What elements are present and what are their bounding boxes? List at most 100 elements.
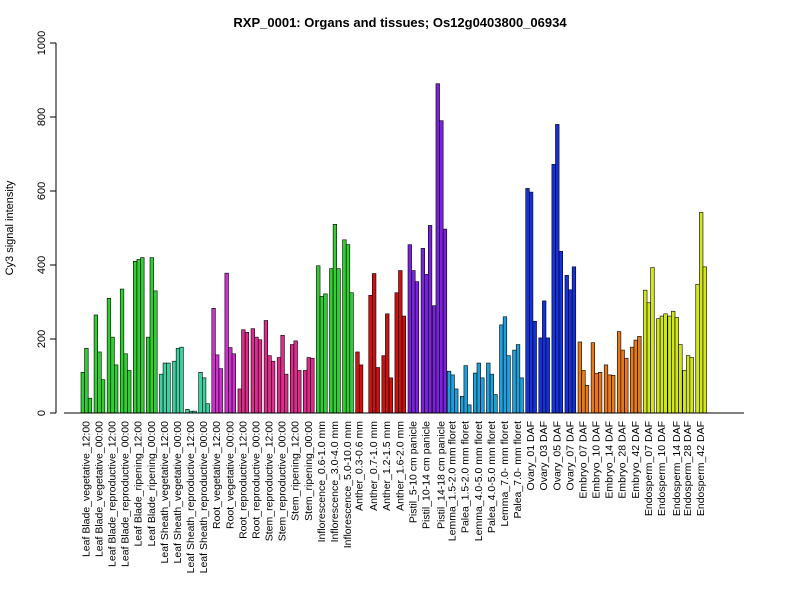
- x-tick-label: Embryo_14 DAF: [604, 421, 616, 499]
- bar: [435, 83, 440, 414]
- bar: [463, 365, 468, 414]
- bar: [499, 324, 504, 414]
- bar: [450, 374, 455, 414]
- bar: [682, 370, 687, 414]
- bar: [127, 370, 132, 414]
- x-tick-label: Palea_4.0-5.0 mm floret: [486, 421, 498, 533]
- bar: [289, 344, 295, 414]
- bar: [633, 339, 638, 414]
- bar: [228, 347, 233, 414]
- bar: [603, 364, 609, 414]
- bar: [519, 377, 524, 414]
- x-tick-label: Leaf Sheath_reproductive_12:00: [185, 421, 197, 574]
- x-tick-label: Lemma_1.5-2.0 mm floret: [447, 421, 459, 541]
- x-tick-label: Leaf Sheath_vegetative_12:00: [159, 421, 171, 564]
- bar: [293, 340, 298, 414]
- bar: [202, 377, 207, 414]
- bar: [153, 290, 158, 414]
- bar: [584, 384, 590, 414]
- bar: [97, 351, 102, 414]
- bar: [336, 268, 341, 414]
- bar: [616, 331, 622, 414]
- x-tick-label: Embryo_07 DAF: [577, 421, 589, 499]
- bar: [162, 362, 167, 414]
- x-tick-label: Leaf Blade_ripening_12:00: [133, 421, 145, 547]
- bar: [493, 394, 498, 414]
- x-tick-label: Anther_0.7-1.0 mm: [368, 421, 380, 511]
- bar: [372, 273, 377, 414]
- x-tick-label: Embryo_28 DAF: [617, 421, 629, 499]
- bar: [678, 344, 683, 414]
- y-tick-label: 200: [36, 330, 48, 348]
- bar: [620, 349, 625, 414]
- bar: [185, 408, 190, 414]
- bar: [650, 267, 655, 414]
- bar: [401, 315, 407, 414]
- bar: [594, 373, 599, 414]
- bar: [385, 313, 390, 414]
- x-tick-label: Inflorescence_5.0-10.0 mm: [342, 421, 354, 548]
- bar: [319, 296, 324, 414]
- bar: [558, 251, 563, 414]
- x-tick-label: Endosperm_28 DAF: [682, 421, 694, 516]
- bar: [123, 353, 128, 414]
- bar: [667, 315, 672, 414]
- bar: [476, 362, 481, 414]
- x-tick-label: Pistil_5-10 cm panicle: [407, 421, 419, 523]
- bar: [646, 302, 651, 414]
- x-tick-label: Embryo_42 DAF: [630, 421, 642, 499]
- bar: [244, 332, 250, 414]
- bar: [637, 336, 642, 414]
- bar: [571, 266, 577, 414]
- y-tick-label: 800: [36, 108, 48, 126]
- bar: [316, 265, 321, 414]
- bar: [674, 317, 679, 414]
- bar: [84, 347, 89, 414]
- bar: [590, 342, 596, 414]
- bar: [506, 355, 511, 414]
- bar: [303, 370, 308, 414]
- x-tick-label: Endosperm_07 DAF: [643, 421, 655, 516]
- bar: [442, 228, 448, 414]
- bar: [231, 353, 236, 414]
- x-tick-label: Pistil_10-14 cm panicle: [420, 421, 432, 529]
- bar: [659, 315, 665, 414]
- bar: [323, 293, 328, 414]
- bar: [257, 339, 263, 414]
- x-tick-label: Inflorescence_0.6-1.0 mm: [316, 421, 328, 543]
- x-tick-label: Ovary_01 DAF: [525, 421, 537, 490]
- bar: [224, 272, 229, 414]
- bar: [407, 244, 412, 414]
- bar: [205, 403, 210, 414]
- bar: [699, 212, 704, 414]
- bar: [140, 257, 145, 414]
- y-axis: 0 200 400 600 800 1000: [36, 31, 57, 416]
- x-tick-label: Palea_7.0- mm floret: [512, 421, 524, 519]
- bar: [284, 373, 289, 414]
- y-tick-label: 600: [36, 182, 48, 200]
- bar: [237, 388, 242, 414]
- bar: [689, 357, 694, 414]
- bar: [93, 314, 98, 414]
- bar: [515, 344, 521, 414]
- bar: [241, 329, 246, 414]
- bar: [368, 295, 373, 414]
- bar: [489, 373, 494, 414]
- bar: [114, 364, 119, 414]
- bar: [358, 364, 364, 414]
- bar: [598, 371, 603, 414]
- bar: [215, 354, 220, 414]
- bar: [656, 318, 661, 414]
- bar: [276, 357, 282, 414]
- bar: [532, 320, 537, 414]
- bar: [581, 370, 586, 414]
- bar: [179, 346, 184, 414]
- bar: [695, 283, 700, 414]
- bar: [198, 371, 203, 414]
- x-tick-label: Anther_1.6-2.0 mm: [394, 421, 406, 511]
- x-tick-label: Endosperm_42 DAF: [695, 421, 707, 516]
- x-tick-label: Lemma_4.0-5.0 mm floret: [473, 421, 485, 541]
- bar: [630, 346, 635, 414]
- x-tick-label: Root_reproductive_12:00: [237, 421, 249, 539]
- bar: [349, 292, 354, 414]
